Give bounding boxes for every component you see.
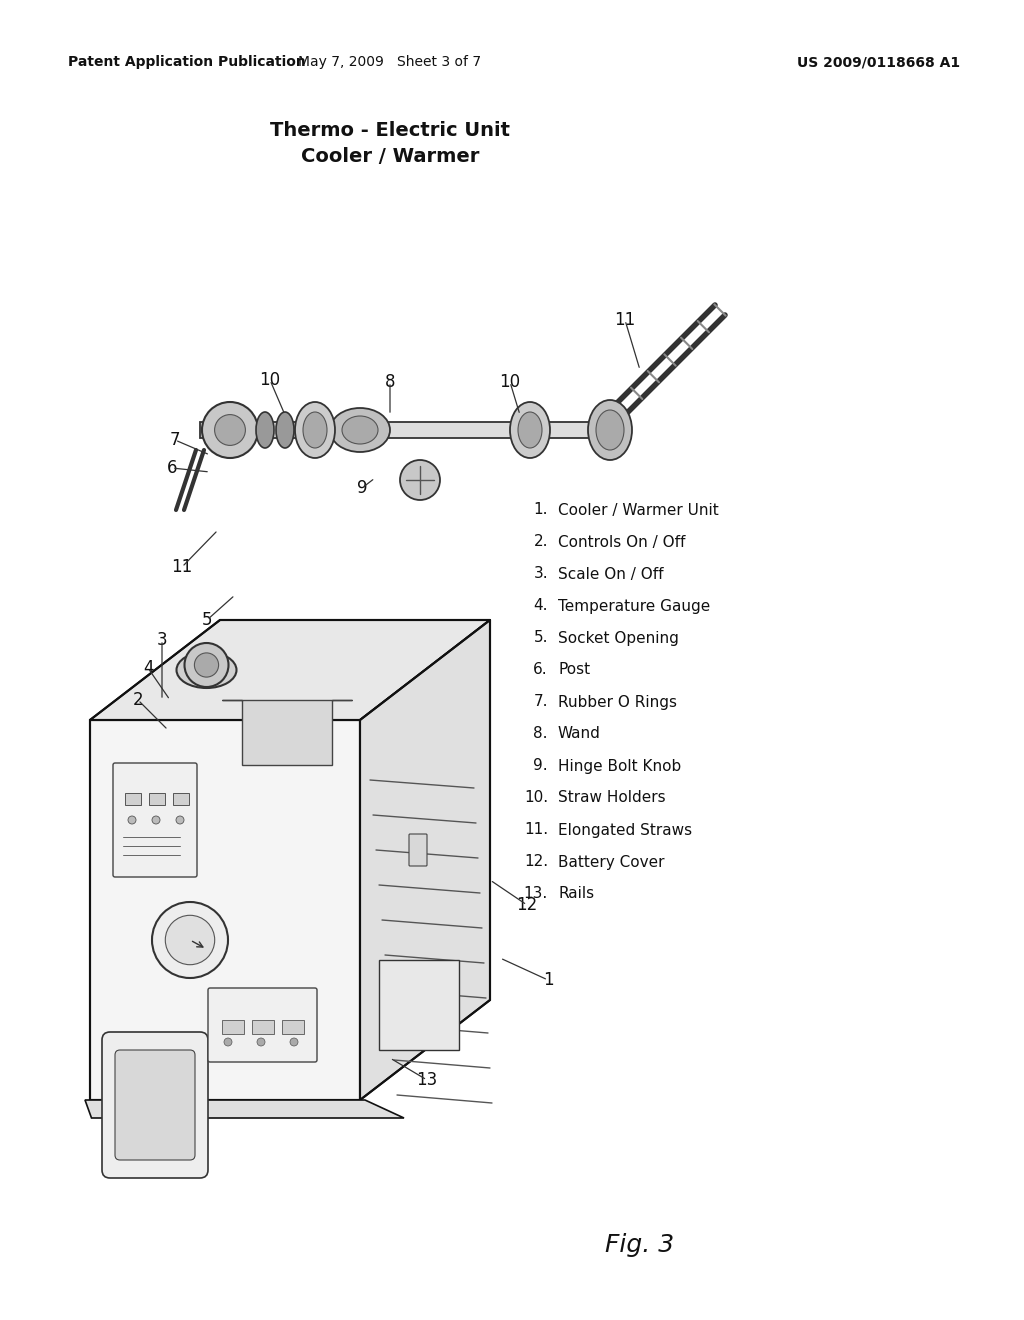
Text: May 7, 2009   Sheet 3 of 7: May 7, 2009 Sheet 3 of 7 [298,55,481,69]
Text: 12: 12 [516,896,538,913]
Text: SCALE: SCALE [249,998,275,1006]
Text: 1: 1 [543,972,553,989]
Text: 11: 11 [171,558,193,576]
Ellipse shape [256,412,274,447]
Text: Cooler / Warmer Unit: Cooler / Warmer Unit [558,503,719,517]
Text: 10: 10 [259,371,281,389]
Text: 4.: 4. [534,598,548,614]
Ellipse shape [276,412,294,447]
FancyBboxPatch shape [102,1032,208,1177]
Polygon shape [150,793,165,805]
Text: Elongated Straws: Elongated Straws [558,822,692,837]
Text: 2: 2 [133,690,143,709]
Text: Cooler / Warmer: Cooler / Warmer [301,148,479,166]
Text: 10.: 10. [524,791,548,805]
Ellipse shape [342,416,378,444]
Polygon shape [252,1020,274,1034]
Text: 5.: 5. [534,631,548,645]
Polygon shape [90,719,360,1100]
Polygon shape [197,652,216,665]
Text: 1.: 1. [534,503,548,517]
Circle shape [152,902,228,978]
Circle shape [128,816,136,824]
Text: 7: 7 [170,432,180,449]
Text: 4: 4 [142,659,154,677]
Ellipse shape [330,408,390,451]
Polygon shape [379,960,459,1049]
Text: 3: 3 [157,631,167,649]
Text: Rubber O Rings: Rubber O Rings [558,694,677,710]
Text: Battery Cover: Battery Cover [558,854,665,870]
Text: 6.: 6. [534,663,548,677]
Circle shape [257,1038,265,1045]
Ellipse shape [303,412,327,447]
Ellipse shape [510,403,550,458]
Circle shape [165,915,215,965]
Text: Temperature Gauge: Temperature Gauge [558,598,711,614]
Ellipse shape [188,659,224,681]
Text: US 2009/0118668 A1: US 2009/0118668 A1 [797,55,961,69]
Circle shape [290,1038,298,1045]
Text: 11.: 11. [524,822,548,837]
Text: 3.: 3. [534,566,548,582]
FancyBboxPatch shape [208,987,317,1063]
Text: Rails: Rails [558,887,594,902]
Circle shape [152,816,160,824]
Polygon shape [85,1100,404,1118]
Polygon shape [200,422,610,438]
Text: 9: 9 [356,479,368,498]
Ellipse shape [295,403,335,458]
Ellipse shape [596,411,624,450]
Circle shape [215,414,246,445]
Polygon shape [90,620,490,719]
Circle shape [400,459,440,500]
Text: 6: 6 [167,459,177,477]
Text: 8: 8 [385,374,395,391]
Polygon shape [125,793,141,805]
FancyBboxPatch shape [409,834,427,866]
Text: 7.: 7. [534,694,548,710]
Ellipse shape [176,652,237,688]
Text: 13: 13 [417,1071,437,1089]
Text: 9.: 9. [534,759,548,774]
Text: 5: 5 [202,611,212,630]
Text: Wand: Wand [558,726,601,742]
Polygon shape [222,1020,244,1034]
FancyBboxPatch shape [113,763,197,876]
Text: Fig. 3: Fig. 3 [605,1233,675,1257]
Text: Scale On / Off: Scale On / Off [558,566,664,582]
Text: 10: 10 [500,374,520,391]
Polygon shape [282,1020,304,1034]
Text: 8.: 8. [534,726,548,742]
Text: Straw Holders: Straw Holders [558,791,666,805]
Circle shape [224,1038,232,1045]
Text: Thermo - Electric Unit: Thermo - Electric Unit [270,120,510,140]
Text: 2.: 2. [534,535,548,549]
Polygon shape [360,620,490,1100]
Circle shape [184,643,228,686]
Circle shape [195,653,218,677]
Text: 13.: 13. [523,887,548,902]
FancyBboxPatch shape [115,1049,195,1160]
Text: Hinge Bolt Knob: Hinge Bolt Knob [558,759,681,774]
Circle shape [176,816,184,824]
Polygon shape [222,700,352,766]
Text: 11: 11 [614,312,636,329]
Circle shape [202,403,258,458]
Circle shape [199,659,214,675]
Text: CONTROLS: CONTROLS [136,777,174,783]
Text: Patent Application Publication: Patent Application Publication [68,55,306,69]
Polygon shape [173,793,189,805]
Text: Post: Post [558,663,590,677]
Text: Socket Opening: Socket Opening [558,631,679,645]
Ellipse shape [588,400,632,459]
Text: 12.: 12. [524,854,548,870]
Text: Controls On / Off: Controls On / Off [558,535,685,549]
Ellipse shape [518,412,542,447]
